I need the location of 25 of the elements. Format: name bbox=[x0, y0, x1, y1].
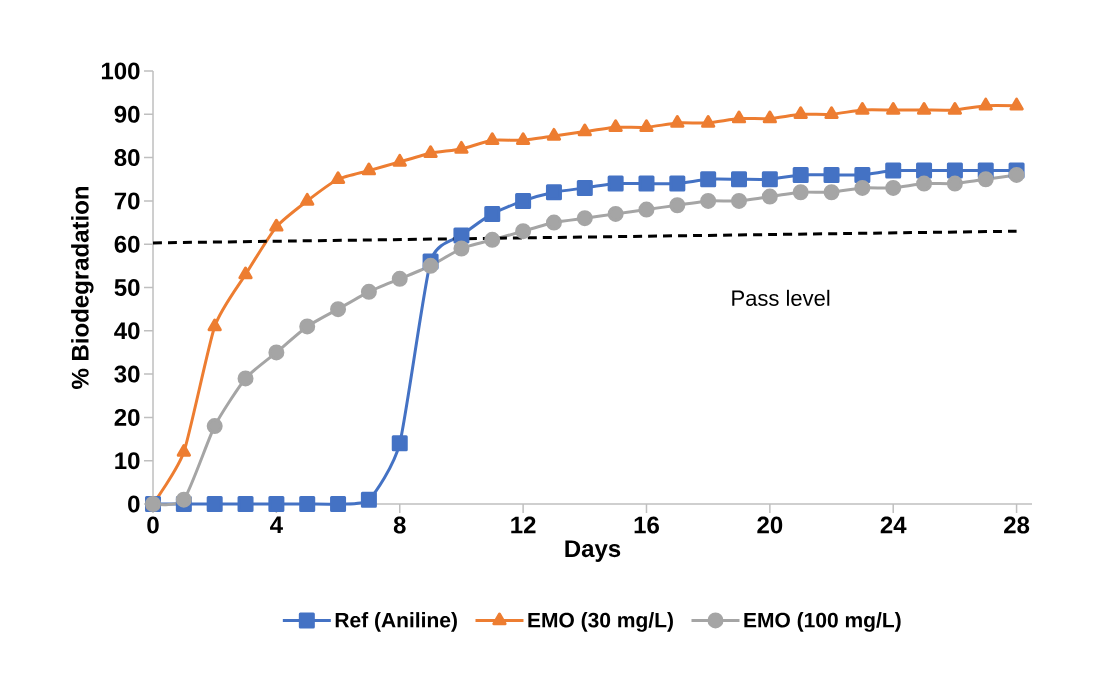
x-axis-title: Days bbox=[565, 540, 621, 562]
y-tick-label: 0 bbox=[128, 495, 140, 513]
legend-label: EMO (100 mg/L) bbox=[744, 612, 901, 632]
x-tick-label: 12 bbox=[511, 516, 536, 534]
y-tick-label: 70 bbox=[114, 192, 140, 210]
y-tick-label: 50 bbox=[114, 279, 140, 296]
x-tick-label: 0 bbox=[147, 516, 159, 534]
x-tick-label: 4 bbox=[270, 516, 283, 534]
x-tick-label: 28 bbox=[1004, 516, 1030, 534]
y-tick-label: 20 bbox=[114, 408, 140, 426]
legend-label: Ref (Aniline) bbox=[335, 612, 457, 632]
x-tick-label: 24 bbox=[880, 516, 907, 534]
y-axis-title: % Biodegradation bbox=[71, 186, 94, 389]
y-tick-label: 10 bbox=[115, 452, 140, 470]
y-tick-label: 40 bbox=[114, 322, 140, 340]
y-tick-label: 90 bbox=[114, 105, 140, 123]
y-tick-label: 100 bbox=[101, 62, 140, 80]
y-tick-label: 80 bbox=[114, 149, 140, 167]
x-tick-label: 20 bbox=[757, 516, 783, 534]
annotation: Pass level bbox=[732, 289, 830, 306]
y-tick-label: 60 bbox=[114, 235, 140, 253]
legend-label: EMO (30 mg/L) bbox=[528, 612, 673, 632]
y-tick-label: 30 bbox=[114, 365, 140, 383]
x-tick-label: 16 bbox=[634, 516, 659, 534]
x-tick-label: 8 bbox=[393, 516, 406, 534]
